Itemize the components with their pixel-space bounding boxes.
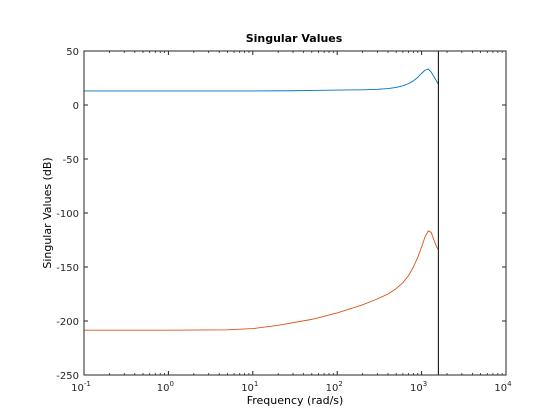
y-tick-label: 0 — [73, 101, 79, 112]
series-line-2 — [84, 230, 439, 331]
y-axis-label: Singular Values (dB) — [41, 157, 54, 268]
plot-area — [84, 51, 506, 375]
x-tick-label: 10-1 — [71, 380, 91, 394]
x-tick-label: 103 — [410, 380, 427, 394]
y-axis-ticks: 50 0 -50 -100 -150 -200 -250 — [56, 47, 506, 382]
series-line-1 — [84, 68, 439, 92]
y-tick-label: -200 — [56, 317, 79, 328]
x-tick-label: 101 — [241, 380, 258, 394]
y-tick-label: -100 — [56, 209, 79, 220]
x-axis-ticks: 10-1 100 101 102 103 104 — [71, 51, 512, 394]
x-tick-label: 100 — [157, 380, 174, 394]
y-tick-label: -150 — [56, 263, 79, 274]
series-layer — [84, 68, 439, 331]
chart-title: Singular Values — [246, 32, 343, 45]
y-tick-label: -250 — [56, 371, 79, 382]
y-tick-label: 50 — [66, 47, 79, 58]
y-tick-label: -50 — [63, 155, 79, 166]
x-tick-label: 104 — [494, 380, 512, 394]
x-tick-label: 102 — [326, 380, 343, 394]
x-axis-label: Frequency (rad/s) — [247, 394, 344, 407]
